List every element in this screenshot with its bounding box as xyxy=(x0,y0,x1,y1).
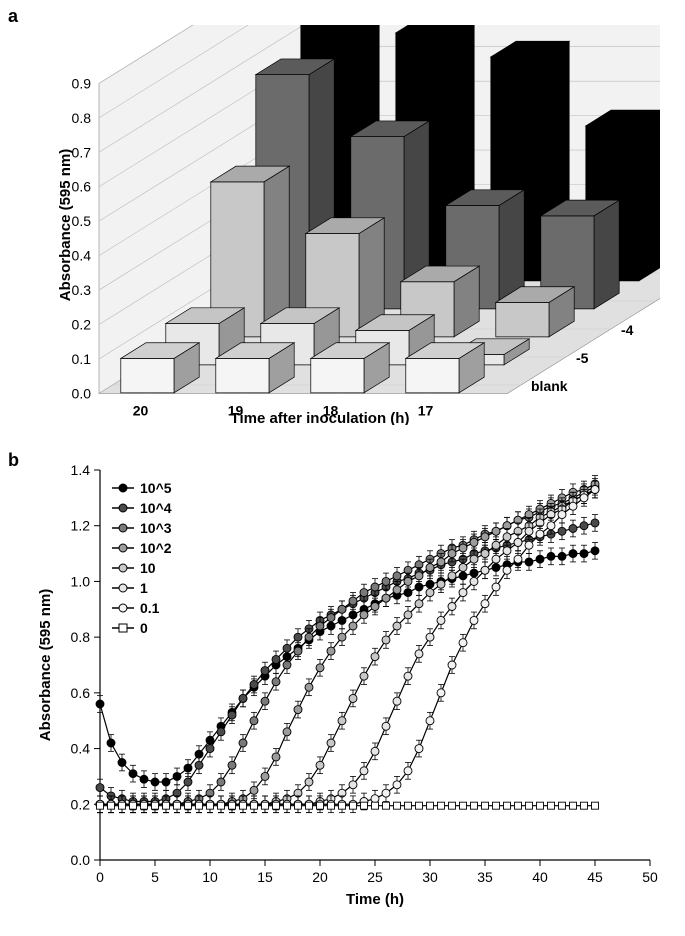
svg-text:15: 15 xyxy=(257,869,273,885)
svg-text:0.2: 0.2 xyxy=(71,796,91,812)
svg-text:10^2: 10^2 xyxy=(140,540,172,556)
svg-text:0.3: 0.3 xyxy=(72,282,92,298)
svg-text:0.4: 0.4 xyxy=(71,741,91,757)
svg-text:10^3: 10^3 xyxy=(140,520,172,536)
svg-text:1: 1 xyxy=(140,580,148,596)
svg-text:0.1: 0.1 xyxy=(140,600,160,616)
svg-text:20: 20 xyxy=(312,869,328,885)
panel-b-chart: 051015202530354045500.00.20.40.60.81.01.… xyxy=(30,460,670,910)
figure-page: { "panelA": { "label": "a", "type": "bar… xyxy=(0,0,685,936)
svg-text:0.7: 0.7 xyxy=(72,144,92,160)
svg-text:0.8: 0.8 xyxy=(72,110,92,126)
svg-text:10: 10 xyxy=(140,560,156,576)
svg-text:20: 20 xyxy=(133,402,149,418)
svg-text:1.4: 1.4 xyxy=(71,462,91,478)
svg-text:-4: -4 xyxy=(621,322,634,338)
svg-text:0: 0 xyxy=(140,620,148,636)
svg-text:5: 5 xyxy=(151,869,159,885)
svg-text:45: 45 xyxy=(587,869,603,885)
svg-text:10^4: 10^4 xyxy=(140,500,172,516)
svg-text:1.0: 1.0 xyxy=(71,573,91,589)
svg-text:0.6: 0.6 xyxy=(71,685,91,701)
panel-a-chart: 0.00.10.20.30.40.50.60.70.80.920191817bl… xyxy=(40,25,660,425)
svg-text:0.0: 0.0 xyxy=(72,385,92,401)
svg-text:40: 40 xyxy=(532,869,548,885)
svg-text:17: 17 xyxy=(418,402,434,418)
svg-text:-5: -5 xyxy=(576,350,589,366)
svg-text:0.6: 0.6 xyxy=(72,179,92,195)
svg-text:10: 10 xyxy=(202,869,218,885)
svg-text:0.8: 0.8 xyxy=(71,629,91,645)
svg-text:0.2: 0.2 xyxy=(72,317,92,333)
svg-text:0.5: 0.5 xyxy=(72,213,92,229)
svg-text:50: 50 xyxy=(642,869,658,885)
svg-text:0.9: 0.9 xyxy=(72,75,92,91)
svg-text:25: 25 xyxy=(367,869,383,885)
svg-text:35: 35 xyxy=(477,869,493,885)
svg-text:Time (h): Time (h) xyxy=(346,891,404,908)
svg-text:0.1: 0.1 xyxy=(72,351,92,367)
svg-text:10^5: 10^5 xyxy=(140,480,172,496)
svg-text:Time after inoculation (h): Time after inoculation (h) xyxy=(231,410,410,425)
svg-text:Absorbance (595 nm): Absorbance (595 nm) xyxy=(57,149,74,302)
svg-text:blank: blank xyxy=(531,378,568,394)
svg-text:Absorbance (595 nm): Absorbance (595 nm) xyxy=(37,589,54,742)
svg-text:0.0: 0.0 xyxy=(71,852,91,868)
svg-text:1.2: 1.2 xyxy=(71,518,91,534)
svg-text:0: 0 xyxy=(96,869,104,885)
svg-text:30: 30 xyxy=(422,869,438,885)
svg-text:0.4: 0.4 xyxy=(72,248,92,264)
panel-a-label: a xyxy=(8,6,18,27)
panel-b-label: b xyxy=(8,450,19,471)
